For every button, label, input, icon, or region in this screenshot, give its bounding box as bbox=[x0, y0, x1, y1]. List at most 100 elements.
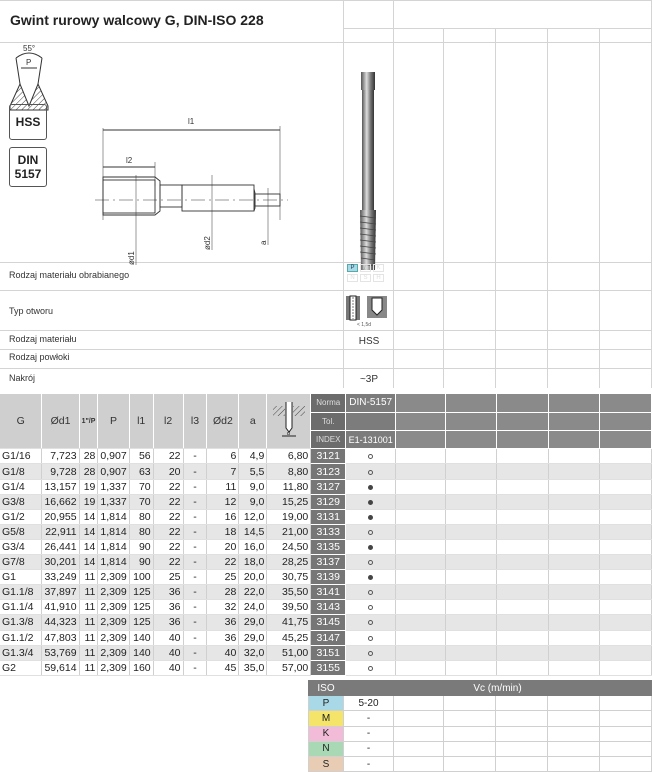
table-cell: 19 bbox=[79, 479, 99, 495]
badge-text: 5157 bbox=[14, 167, 42, 181]
iso-group: P bbox=[308, 695, 344, 712]
table-cell: 32,0 bbox=[238, 645, 268, 661]
table-cell: 63 bbox=[129, 463, 154, 480]
table-cell: G2 bbox=[0, 660, 43, 676]
article-index[interactable]: 3135 bbox=[310, 539, 347, 556]
availability-cell bbox=[345, 660, 397, 676]
svg-text:d: d bbox=[287, 431, 290, 437]
table-cell: 29,0 bbox=[238, 630, 268, 646]
divider bbox=[0, 330, 652, 331]
table-cell: - bbox=[183, 569, 208, 586]
table-cell: 22 bbox=[153, 448, 184, 465]
circle-outline-icon bbox=[368, 529, 374, 535]
article-index[interactable]: 3155 bbox=[310, 660, 347, 676]
table-cell: 33,249 bbox=[41, 569, 80, 586]
vc-value: 5-20 bbox=[343, 695, 394, 712]
table-cell: G1/16 bbox=[0, 448, 43, 465]
article-index[interactable]: 3141 bbox=[310, 584, 347, 601]
table-cell: 80 bbox=[129, 509, 154, 525]
index-label: INDEX bbox=[310, 430, 347, 450]
article-index[interactable]: 3133 bbox=[310, 524, 347, 540]
table-cell: 11 bbox=[79, 599, 99, 616]
vc-value: - bbox=[343, 725, 394, 742]
property-label: Typ otworu bbox=[9, 306, 54, 316]
hole-depth-icon-cell: d bbox=[266, 394, 312, 450]
article-index[interactable]: 3131 bbox=[310, 509, 347, 525]
table-cell: - bbox=[183, 463, 208, 480]
table-cell: 6 bbox=[206, 448, 240, 465]
table-cell: 40 bbox=[153, 645, 184, 661]
availability-cell bbox=[345, 554, 397, 571]
table-cell: 1,814 bbox=[97, 524, 130, 540]
table-cell: - bbox=[183, 554, 208, 571]
table-cell: 36 bbox=[153, 614, 184, 631]
article-index[interactable]: 3151 bbox=[310, 645, 347, 661]
table-cell: G1 bbox=[0, 569, 43, 586]
dimensions-table: G Ød1 1"/P P l1 l2 l3 Ød2 a d Norma DIN-… bbox=[0, 394, 652, 676]
iso-group: N bbox=[308, 740, 344, 757]
article-index[interactable]: 3129 bbox=[310, 494, 347, 510]
iso-row: S- bbox=[308, 755, 652, 772]
availability-cell bbox=[345, 599, 397, 616]
article-index[interactable]: 3143 bbox=[310, 599, 347, 616]
divider bbox=[495, 28, 496, 388]
iso-header: ISO bbox=[308, 679, 344, 697]
table-cell: 125 bbox=[129, 599, 154, 616]
header-row: Tol. bbox=[0, 412, 652, 432]
table-cell: 4,9 bbox=[238, 448, 268, 465]
tap-technical-drawing: l1 l2 ød1 ød2 a bbox=[95, 117, 288, 265]
tol-label: Tol. bbox=[310, 412, 347, 432]
article-index[interactable]: 3127 bbox=[310, 479, 347, 495]
property-label: Rodzaj materiału obrabianego bbox=[9, 270, 130, 280]
vc-value: - bbox=[343, 740, 394, 757]
col-header: l1 bbox=[129, 394, 154, 450]
divider bbox=[393, 0, 394, 388]
table-cell: 140 bbox=[129, 645, 154, 661]
table-cell: 40 bbox=[153, 630, 184, 646]
table-cell: 90 bbox=[129, 539, 154, 556]
table-cell: - bbox=[183, 660, 208, 676]
table-cell: 45,25 bbox=[266, 630, 312, 646]
table-cell: 11 bbox=[79, 584, 99, 601]
cutting-speed-table: ISO Vc (m/min) P 5-20 M - K - N - S - bbox=[308, 679, 652, 772]
article-index[interactable]: 3137 bbox=[310, 554, 347, 571]
availability-cell bbox=[345, 479, 397, 495]
table-cell: 2,309 bbox=[97, 660, 130, 676]
table-row: G1/2 20,955 14 1,814 80 22-16 12,0 19,00 3131 bbox=[0, 509, 652, 525]
table-cell: 53,769 bbox=[41, 645, 80, 661]
table-cell: 25 bbox=[153, 569, 184, 586]
material-group-p: P bbox=[347, 264, 358, 272]
table-cell: 22,0 bbox=[238, 584, 268, 601]
table-cell: 2,309 bbox=[97, 630, 130, 646]
table-cell: 7,723 bbox=[41, 448, 80, 465]
table-cell: 29,0 bbox=[238, 614, 268, 631]
table-cell: 57,00 bbox=[266, 660, 312, 676]
table-row: G2 59,614 11 2,309 160 40-45 35,0 57,00 3155 bbox=[0, 660, 652, 676]
article-index[interactable]: 3121 bbox=[310, 448, 347, 465]
table-cell: 26,441 bbox=[41, 539, 80, 556]
table-cell: 18,0 bbox=[238, 554, 268, 571]
table-cell: - bbox=[183, 448, 208, 465]
iso-row: P 5-20 bbox=[308, 695, 652, 712]
table-cell: 1,814 bbox=[97, 554, 130, 571]
col-header: l2 bbox=[153, 394, 184, 450]
page-title: Gwint rurowy walcowy G, DIN-ISO 228 bbox=[10, 12, 264, 28]
vc-header: Vc (m/min) bbox=[343, 679, 652, 697]
article-index[interactable]: 3145 bbox=[310, 614, 347, 631]
article-index[interactable]: 3147 bbox=[310, 630, 347, 646]
table-cell: 11 bbox=[206, 479, 240, 495]
table-cell: 18 bbox=[206, 524, 240, 540]
table-cell: 22 bbox=[153, 479, 184, 495]
circle-filled-icon bbox=[368, 575, 374, 581]
table-cell: - bbox=[183, 509, 208, 525]
article-index[interactable]: 3139 bbox=[310, 569, 347, 586]
table-cell: - bbox=[183, 479, 208, 495]
header-row: ISO Vc (m/min) bbox=[308, 679, 652, 697]
table-cell: 20,0 bbox=[238, 569, 268, 586]
circle-outline-icon bbox=[368, 590, 374, 596]
table-row: G1.1/2 47,803 11 2,309 140 40-36 29,0 45,25 3147 bbox=[0, 630, 652, 646]
circle-outline-icon bbox=[368, 469, 374, 475]
table-cell: 45 bbox=[206, 660, 240, 676]
a-label: a bbox=[259, 240, 268, 245]
article-index[interactable]: 3123 bbox=[310, 463, 347, 480]
